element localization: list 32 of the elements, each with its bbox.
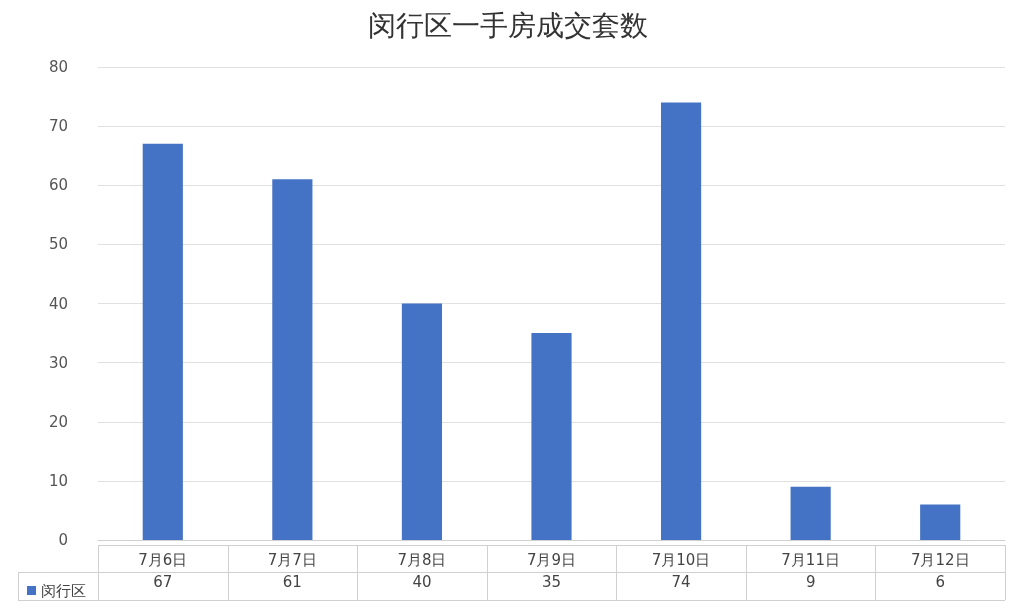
y-tick-label: 60	[48, 176, 68, 195]
data-label: 74	[671, 572, 691, 591]
x-tick-label: 7月6日	[138, 550, 188, 569]
y-tick-label: 40	[48, 294, 68, 313]
bar	[401, 303, 443, 540]
data-label: 35	[541, 572, 562, 591]
legend-label: 闵行区	[41, 581, 86, 600]
data-label: 6	[935, 572, 945, 591]
bar	[660, 102, 702, 540]
y-tick-label: 0	[58, 531, 68, 549]
bar	[920, 504, 961, 540]
y-tick-label: 30	[48, 353, 68, 372]
data-label: 67	[153, 572, 173, 591]
chart-title: 闵行区一手房成交套数	[367, 8, 648, 42]
y-tick-label: 80	[48, 58, 68, 76]
bar	[142, 143, 183, 540]
data-label: 40	[412, 572, 432, 591]
x-tick-label: 7月7日	[267, 550, 317, 569]
x-tick-label: 7月10日	[651, 550, 711, 569]
y-tick-label: 50	[48, 235, 68, 254]
bar	[531, 333, 572, 540]
x-tick-label: 7月9日	[526, 550, 577, 569]
y-tick-label: 10	[48, 471, 68, 490]
x-tick-label: 7月11日	[781, 550, 840, 569]
y-tick-label: 70	[48, 117, 68, 136]
x-tick-label: 7月12日	[910, 550, 970, 569]
data-label: 9	[805, 572, 816, 591]
y-tick-label: 20	[48, 412, 68, 431]
x-tick-label: 7月8日	[397, 550, 447, 569]
data-label: 61	[282, 572, 302, 591]
bar	[790, 486, 831, 540]
bar	[272, 179, 313, 540]
